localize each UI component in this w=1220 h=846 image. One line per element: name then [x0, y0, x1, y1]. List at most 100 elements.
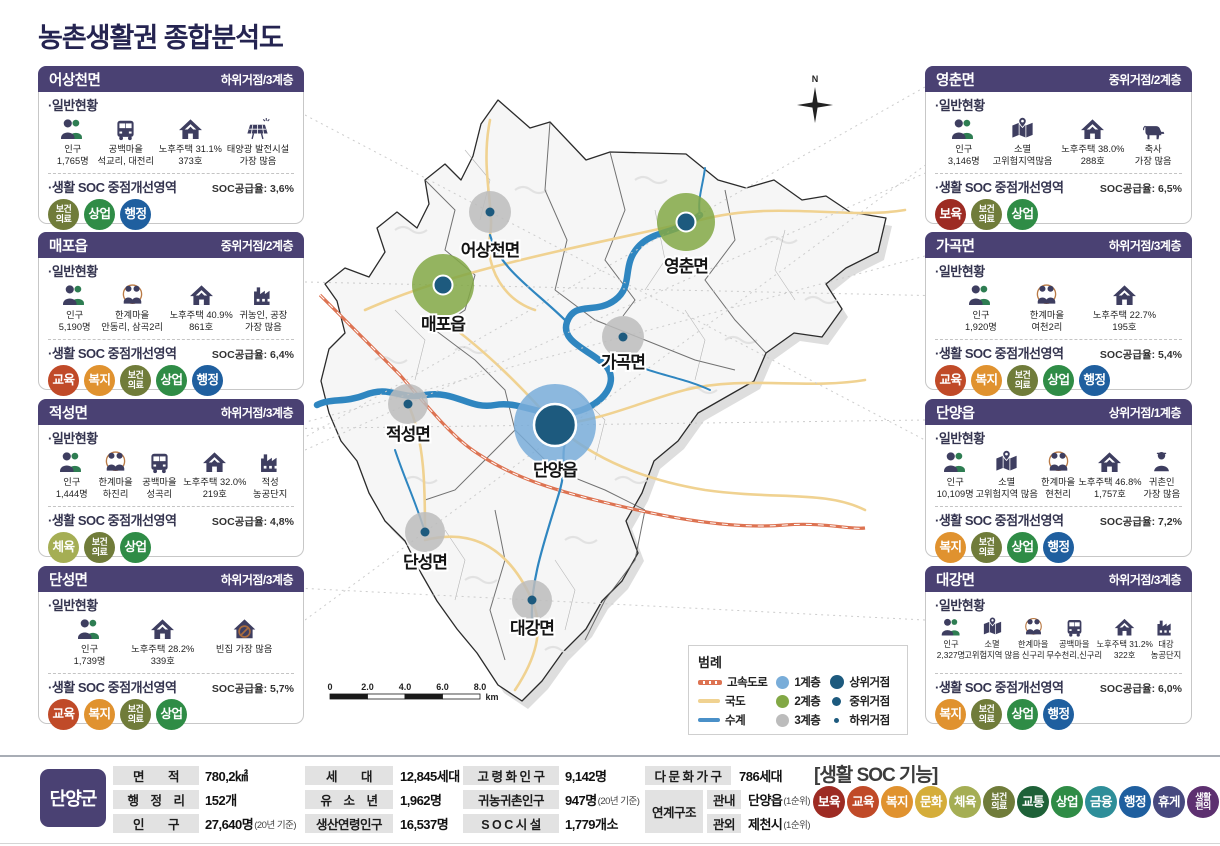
stat-line1: 소멸: [1013, 144, 1032, 154]
soc-badge-보육: 보육: [935, 199, 966, 230]
stat-line2: 고위험지역 많음: [964, 649, 1020, 660]
stat-line1: 인구: [64, 144, 82, 154]
stat-value: 947명 (20년 기준): [565, 793, 640, 808]
compass-icon: N: [797, 74, 833, 123]
stat-line1: 한계마을: [1017, 639, 1049, 649]
stat-line1: 태양광 발전시설: [226, 144, 290, 154]
legend-item-하위거점: 하위거점: [829, 713, 890, 727]
soc-badge-보건의료: 보건 의료: [971, 532, 1002, 563]
soc-badge-행정: 행정: [120, 199, 151, 230]
node-dot-단양읍: [532, 402, 578, 448]
stat-row: 인구 1,444명 한계마을 하진리 공백마을 성곡리 노후주택 32.0% 2…: [48, 449, 294, 504]
stat-value: 16,537명: [400, 817, 449, 832]
region-panel-body: ·일반현황 인구 3,146명 소멸 고위험지역많음 노후주택 38.0% 28…: [926, 92, 1191, 230]
stat-item: 귀농인, 공장 가장 많음: [239, 282, 287, 333]
stat-item: 노후주택 46.8% 1,757호: [1078, 449, 1142, 500]
soc-badge-체육: 체육: [949, 786, 981, 818]
soc-badge-상업: 상업: [1043, 365, 1074, 396]
stat-item: 공백마을 성곡리: [139, 449, 179, 500]
stat-item: 인구 5,190명: [55, 282, 95, 333]
connector-단성면: [304, 164, 926, 621]
stat-line1: 공백마을: [108, 144, 143, 154]
stat-line1: 귀농인, 공장: [239, 310, 288, 320]
soc-function-badges: 보육 교육 복지 문화 체육 보건 의료 교통 상업 금융 행정 휴게 생활 편의: [813, 786, 1219, 818]
stat-value: 제천시 (1순위): [748, 817, 810, 832]
soc-badge-행정: 행정: [1079, 365, 1110, 396]
soc-improvement-label: ·생활 SOC 중점개선영역: [48, 680, 177, 695]
general-status-label: ·일반현황: [48, 264, 98, 279]
stat-item: 적성 농공단지: [250, 449, 290, 500]
soc-supply-rate: SOC공급율: 5,4%: [1099, 349, 1182, 361]
stat-label: 유 소 년: [305, 790, 393, 809]
map-label-적성면: 적성면: [386, 425, 430, 444]
dashed-divider: [48, 173, 294, 174]
region-panel: 대강면 하위거점/3계층 ·일반현황 인구 2,327명 소멸 고위험지역 많음…: [925, 566, 1192, 730]
stat-line1: 소멸: [998, 477, 1016, 487]
stat-item: 대강 농공단지: [1150, 616, 1182, 661]
region-tier-label: 중위거점/2계층: [1108, 72, 1182, 87]
soc-supply-rate: SOC공급율: 6,5%: [1099, 183, 1182, 195]
stat-line1: 인구: [63, 477, 81, 487]
people-icon: [58, 449, 85, 476]
stat-line1: 인구: [955, 144, 973, 154]
stat-item: 태양광 발전시설 가장 많음: [227, 116, 289, 167]
legend-node-items: 상위거점 중위거점 하위거점: [829, 675, 890, 727]
region-name: 매포읍: [49, 238, 88, 255]
region-panel-header: 대강면 하위거점/3계층: [925, 566, 1192, 592]
stat-item: 한계마을 신구리: [1017, 616, 1049, 661]
road-swatch: [698, 699, 720, 703]
region-tier-label: 하위거점/3계층: [1108, 572, 1182, 587]
soc-badge-row: 보건 의료 상업 행정: [48, 199, 294, 230]
stat-line2: 성곡리: [146, 489, 173, 500]
soc-badge-행정: 행정: [1043, 532, 1074, 563]
stat-line1: 인구: [972, 310, 990, 320]
stat-value: 780,2㎢: [205, 769, 248, 784]
stat-line2: 여천2리: [1031, 322, 1063, 333]
stat-item: 노후주택 38.0% 288호: [1061, 116, 1124, 167]
stat-line1: 노후주택 46.8%: [1078, 477, 1142, 487]
stat-row: 인구 2,327명 소멸 고위험지역 많음 한계마을 신구리 공백마을 무수천리…: [935, 616, 1182, 671]
page-title: 농촌생활권 종합분석도: [38, 23, 284, 53]
stat-line2: 5,190명: [58, 322, 91, 333]
stat-line2: 3,146명: [947, 156, 980, 167]
soc-badge-휴게: 휴게: [1153, 786, 1185, 818]
stat-line1: 인구: [943, 639, 959, 649]
legend-item-1계층: 1계층: [776, 675, 821, 689]
people-icon: [940, 616, 963, 639]
county-name-badge: 단양군: [40, 769, 106, 827]
stat-label: 생산연령인구: [305, 814, 393, 833]
stat-line1: 노후주택 38.0%: [1061, 144, 1125, 154]
people-icon: [76, 616, 103, 643]
bus-icon: [146, 449, 173, 476]
map-icon: [993, 449, 1020, 476]
stat-label: 관외: [707, 814, 741, 833]
stat-line2: 10,109명: [936, 489, 974, 500]
soc-badge-보건의료: 보건 의료: [983, 786, 1015, 818]
soc-badge-상업: 상업: [1007, 532, 1038, 563]
region-panel-body: ·일반현황 인구 5,190명 한계마을 안동리, 삼곡2리 노후주택 40.9…: [39, 258, 303, 396]
map-label-단성면: 단성면: [403, 553, 447, 572]
county-map: 어상천면 매포읍 영춘면 가곡면 단양읍 적성면 단성면 대강면 N 0 2.0 4.0 6.0 8.…: [304, 60, 926, 750]
stat-line2: 고위험지역 많음: [975, 489, 1038, 500]
stat-row: 인구 10,109명 소멸 고위험지역 많음 한계마을 현천리 노후주택 46.…: [935, 449, 1182, 504]
stat-line2: 288호: [1080, 156, 1105, 167]
solar-icon: [244, 116, 271, 143]
stat-item: 한계마을 하진리: [96, 449, 136, 500]
dashed-divider: [935, 339, 1182, 340]
map-icon: [1009, 116, 1036, 143]
stat-line1: 인구: [66, 310, 84, 320]
highway: [318, 293, 866, 530]
region-name: 어상천면: [49, 72, 101, 89]
soc-badge-row: 복지 보건 의료 상업 행정: [935, 532, 1182, 563]
stat-line1: 노후주택 31.2%: [1096, 639, 1153, 649]
soc-improvement-label: ·생활 SOC 중점개선영역: [935, 346, 1064, 361]
map-label-단양읍: 단양읍: [533, 461, 578, 480]
stat-line2: 1,444명: [55, 489, 88, 500]
stat-line2: 1,739명: [73, 656, 106, 667]
legend-line-items: 고속도로 국도 수계: [698, 675, 768, 727]
river-swatch: [698, 718, 720, 722]
stat-item: 노후주택 40.9% 861호: [170, 282, 233, 333]
stat-line1: 빈집 가장 많음: [215, 644, 273, 654]
people-icon: [950, 116, 977, 143]
